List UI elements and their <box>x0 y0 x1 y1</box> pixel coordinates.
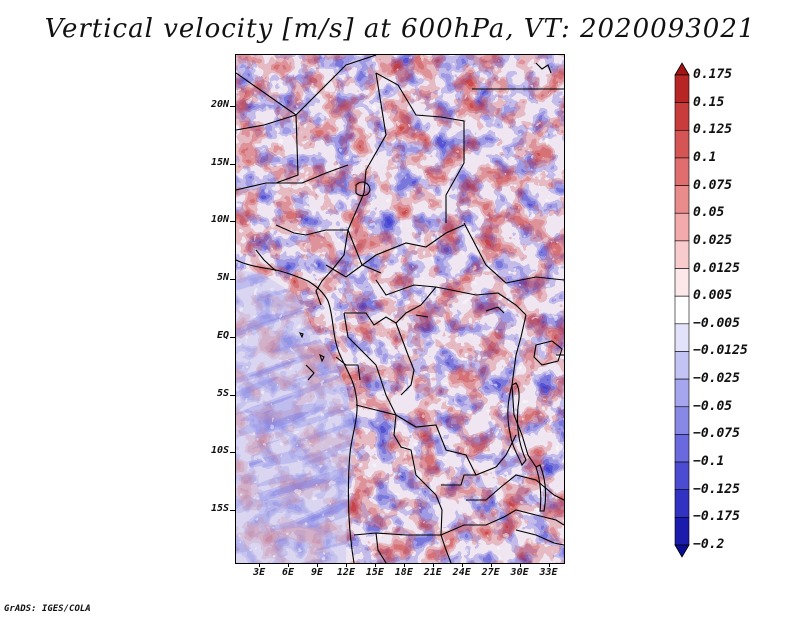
lat-tick-label: 15S <box>210 503 229 515</box>
colorbar-segment <box>674 461 690 491</box>
chart-title: Vertical velocity [m/s] at 600hPa, VT: 2… <box>44 14 756 44</box>
lon-tick-mark <box>432 563 434 567</box>
lat-tick-mark <box>230 105 235 107</box>
colorbar-segment <box>674 185 690 214</box>
lat-tick-label: 20N <box>210 98 229 110</box>
lat-tick-mark <box>230 163 235 165</box>
lon-tick-mark <box>317 563 318 567</box>
colorbar-tick-label: 0.05 <box>693 205 725 221</box>
colorbar-tick-label: 0.005 <box>693 288 733 304</box>
lat-tick-label: 10N <box>210 214 229 226</box>
grads-credit: GrADS: IGES/COLA <box>4 604 91 614</box>
colorbar-segment <box>674 295 690 325</box>
lon-tick-mark <box>519 563 521 567</box>
colorbar-tick-label: −0.2 <box>693 537 725 552</box>
colorbar-top-triangle <box>674 62 690 76</box>
lon-tick-mark <box>461 563 463 567</box>
lon-tick-mark <box>403 563 405 567</box>
lat-tick-label: 10S <box>210 445 229 457</box>
coastlines-and-borders <box>236 55 564 563</box>
lat-tick-mark <box>230 510 235 512</box>
lon-tick-mark <box>374 563 376 567</box>
near-zero-speckle <box>236 55 564 563</box>
colorbar-tick-label: −0.05 <box>693 398 733 414</box>
lon-tick-label: 9E <box>310 567 324 578</box>
lon-tick-label: 30E <box>510 567 529 578</box>
colorbar-bottom-triangle <box>674 544 690 558</box>
lon-tick-label: 21E <box>423 567 442 578</box>
colorbar-segment <box>674 323 690 352</box>
colorbar-tick-label: −0.005 <box>693 315 740 331</box>
lon-tick-label: 15E <box>365 567 384 578</box>
colorbar <box>674 62 690 558</box>
colorbar-segment <box>674 74 690 103</box>
colorbar-tick-label: −0.175 <box>693 509 740 525</box>
lon-tick-label: 12E <box>336 567 355 578</box>
colorbar-segment <box>674 212 690 242</box>
lon-tick-label: 18E <box>394 567 413 578</box>
lon-tick-label: 33E <box>539 567 558 578</box>
colorbar-tick-label: −0.075 <box>693 426 740 442</box>
colorbar-segment <box>674 378 690 408</box>
colorbar-segment <box>674 489 690 518</box>
colorbar-segment <box>674 351 690 380</box>
lon-tick-mark <box>288 563 290 567</box>
lon-tick-label: 6E <box>282 567 295 578</box>
colorbar-tick-label: −0.125 <box>693 481 740 497</box>
lat-tick-mark <box>230 336 235 338</box>
colorbar-tick-label: 0.0125 <box>693 260 740 276</box>
colorbar-tick-label: −0.0125 <box>693 343 748 359</box>
lon-tick-label: 27E <box>481 567 500 578</box>
map-panel <box>235 54 565 564</box>
colorbar-segment <box>674 157 690 186</box>
colorbar-segment <box>674 268 690 297</box>
colorbar-tick-label: 0.025 <box>693 232 733 248</box>
colorbar-segment <box>674 240 690 269</box>
colorbar-tick-label: 0.125 <box>693 122 733 138</box>
vertical-velocity-field <box>236 55 564 563</box>
lat-tick-label: 5N <box>216 272 229 284</box>
colorbar-segment <box>674 406 690 435</box>
colorbar-tick-label: 0.1 <box>693 149 717 165</box>
lat-tick-mark <box>230 221 235 223</box>
colorbar-tick-label: −0.025 <box>693 371 740 387</box>
colorbar-tick-label: 0.175 <box>693 67 733 82</box>
colorbar-segment <box>674 517 690 546</box>
colorbar-segment <box>674 129 690 159</box>
lon-tick-mark <box>345 563 347 567</box>
lon-tick-label: 3E <box>253 567 266 578</box>
lat-tick-mark <box>230 394 235 396</box>
colorbar-segment <box>674 434 690 463</box>
colorbar-tick-label: 0.15 <box>693 94 725 110</box>
lat-tick-label: 5S <box>216 387 229 399</box>
lat-tick-label: EQ <box>216 329 229 341</box>
lon-tick-mark <box>490 563 492 567</box>
lon-tick-mark <box>259 563 261 567</box>
lon-tick-mark <box>548 563 550 567</box>
colorbar-tick-label: −0.1 <box>693 454 725 470</box>
lat-tick-mark <box>230 452 235 454</box>
colorbar-segment <box>674 102 690 131</box>
lat-tick-mark <box>230 279 235 281</box>
lat-tick-label: 15N <box>210 156 229 168</box>
colorbar-tick-label: 0.075 <box>693 177 733 193</box>
lon-tick-label: 24E <box>452 567 471 578</box>
